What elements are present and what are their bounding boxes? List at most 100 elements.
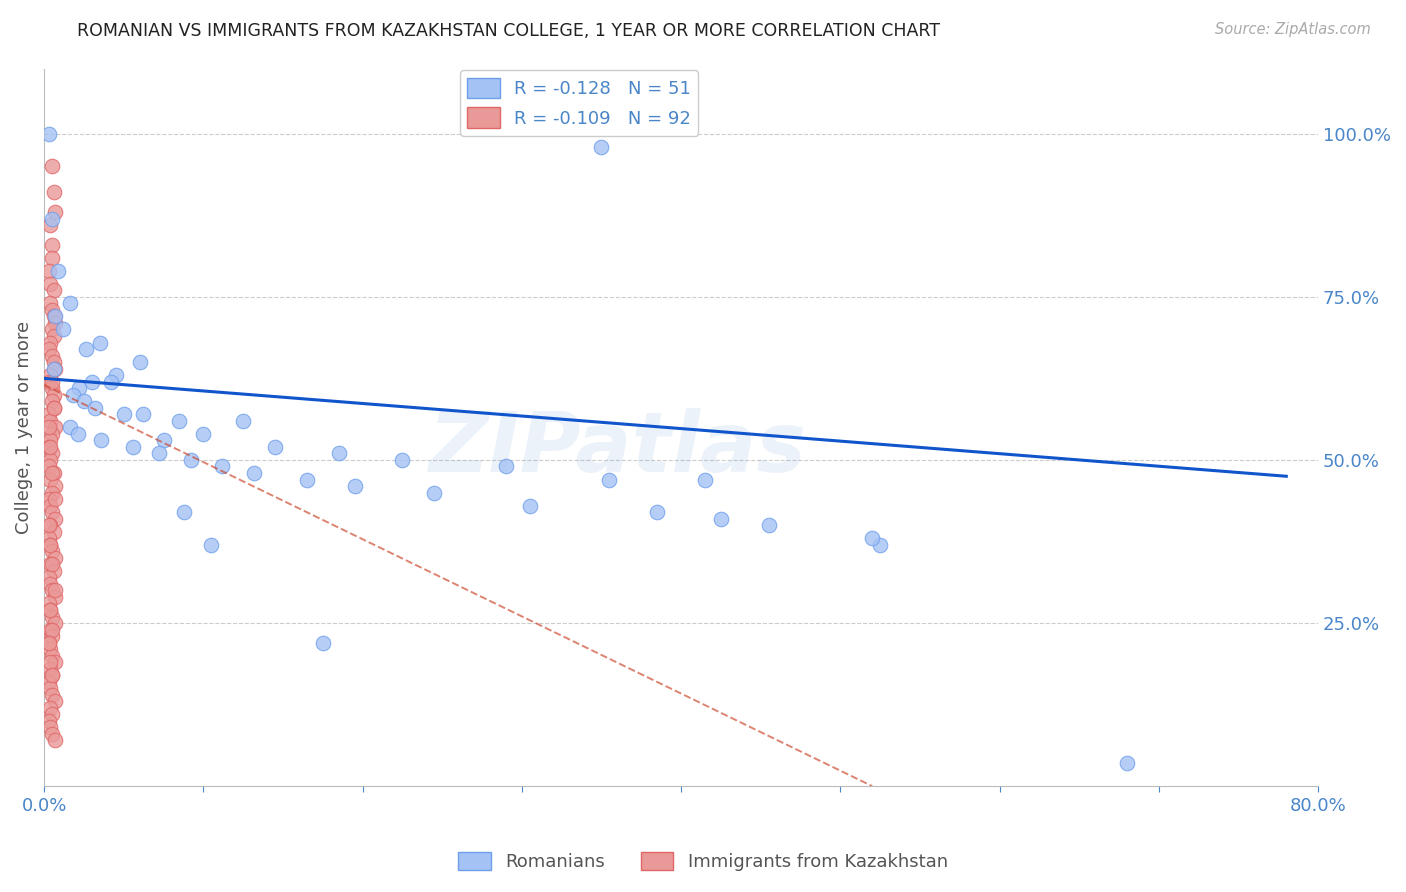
Point (148, 446, 170, 460)
Point (169, 414, 191, 428)
Point (41, 349, 63, 363)
Point (152, 434, 174, 448)
Point (84, 401, 107, 415)
Point (38, 459, 60, 474)
Point (41, 668, 63, 682)
Point (42, 524, 65, 539)
Point (41, 544, 63, 558)
Point (39, 721, 62, 735)
Point (44, 590, 66, 604)
Point (38, 407, 60, 421)
Text: Source: ZipAtlas.com: Source: ZipAtlas.com (1215, 22, 1371, 37)
Point (232, 414, 254, 428)
Point (42, 283, 65, 297)
Point (860, 531, 883, 545)
Point (41, 211, 63, 226)
Point (112, 407, 135, 421)
Point (62, 388, 84, 402)
Point (41, 609, 63, 624)
Point (39, 701, 62, 715)
Point (38, 440, 60, 454)
Point (200, 538, 222, 552)
Text: ZIPatlas: ZIPatlas (429, 409, 807, 490)
Point (39, 218, 62, 232)
Point (38, 420, 60, 434)
Point (173, 505, 195, 519)
Point (80, 375, 103, 389)
Point (39, 603, 62, 617)
Point (75, 342, 97, 356)
Point (39, 499, 62, 513)
Point (41, 394, 63, 409)
Point (598, 473, 620, 487)
Point (38, 674, 60, 689)
Point (42, 361, 65, 376)
Point (52, 322, 75, 336)
Point (38, 597, 60, 611)
Point (193, 426, 215, 441)
Point (39, 642, 62, 657)
Point (44, 511, 66, 525)
Point (48, 264, 70, 278)
Point (869, 538, 891, 552)
Point (41, 688, 63, 702)
Point (66, 426, 89, 441)
Point (41, 707, 63, 722)
Legend: Romanians, Immigrants from Kazakhstan: Romanians, Immigrants from Kazakhstan (451, 845, 955, 879)
Point (41, 505, 63, 519)
Point (41, 629, 63, 643)
Point (44, 733, 66, 747)
Point (41, 485, 63, 500)
Point (38, 342, 60, 356)
Point (423, 485, 446, 500)
Point (39, 558, 62, 572)
Point (39, 518, 62, 533)
Point (39, 414, 62, 428)
Point (73, 394, 96, 409)
Point (591, 140, 613, 154)
Point (41, 623, 63, 637)
Point (39, 296, 62, 310)
Point (495, 459, 517, 474)
Point (44, 550, 66, 565)
Point (89, 335, 111, 350)
Point (41, 446, 63, 460)
Point (44, 205, 66, 219)
Point (264, 440, 287, 454)
Point (44, 316, 66, 330)
Point (38, 264, 60, 278)
Point (391, 453, 413, 467)
Point (128, 355, 150, 369)
Point (41, 727, 63, 741)
Point (41, 302, 63, 317)
Point (295, 473, 318, 487)
Point (42, 310, 65, 324)
Point (42, 466, 65, 480)
Point (44, 655, 66, 669)
Point (39, 662, 62, 676)
Point (39, 277, 62, 291)
Point (90, 434, 112, 448)
Point (39, 440, 62, 454)
Point (42, 329, 65, 343)
Point (180, 453, 202, 467)
Point (42, 564, 65, 578)
Point (328, 446, 350, 460)
Point (41, 648, 63, 663)
Point (41, 583, 63, 598)
Point (39, 538, 62, 552)
Point (39, 623, 62, 637)
Point (44, 694, 66, 708)
Point (44, 583, 66, 598)
Point (41, 251, 63, 265)
Point (39, 434, 62, 448)
Legend: R = -0.128   N = 51, R = -0.109   N = 92: R = -0.128 N = 51, R = -0.109 N = 92 (460, 70, 699, 136)
Point (38, 635, 60, 649)
Point (58, 296, 80, 310)
Point (39, 335, 62, 350)
Point (41, 426, 63, 441)
Y-axis label: College, 1 year or more: College, 1 year or more (15, 321, 32, 534)
Point (58, 420, 80, 434)
Point (38, 714, 60, 728)
Point (104, 368, 127, 383)
